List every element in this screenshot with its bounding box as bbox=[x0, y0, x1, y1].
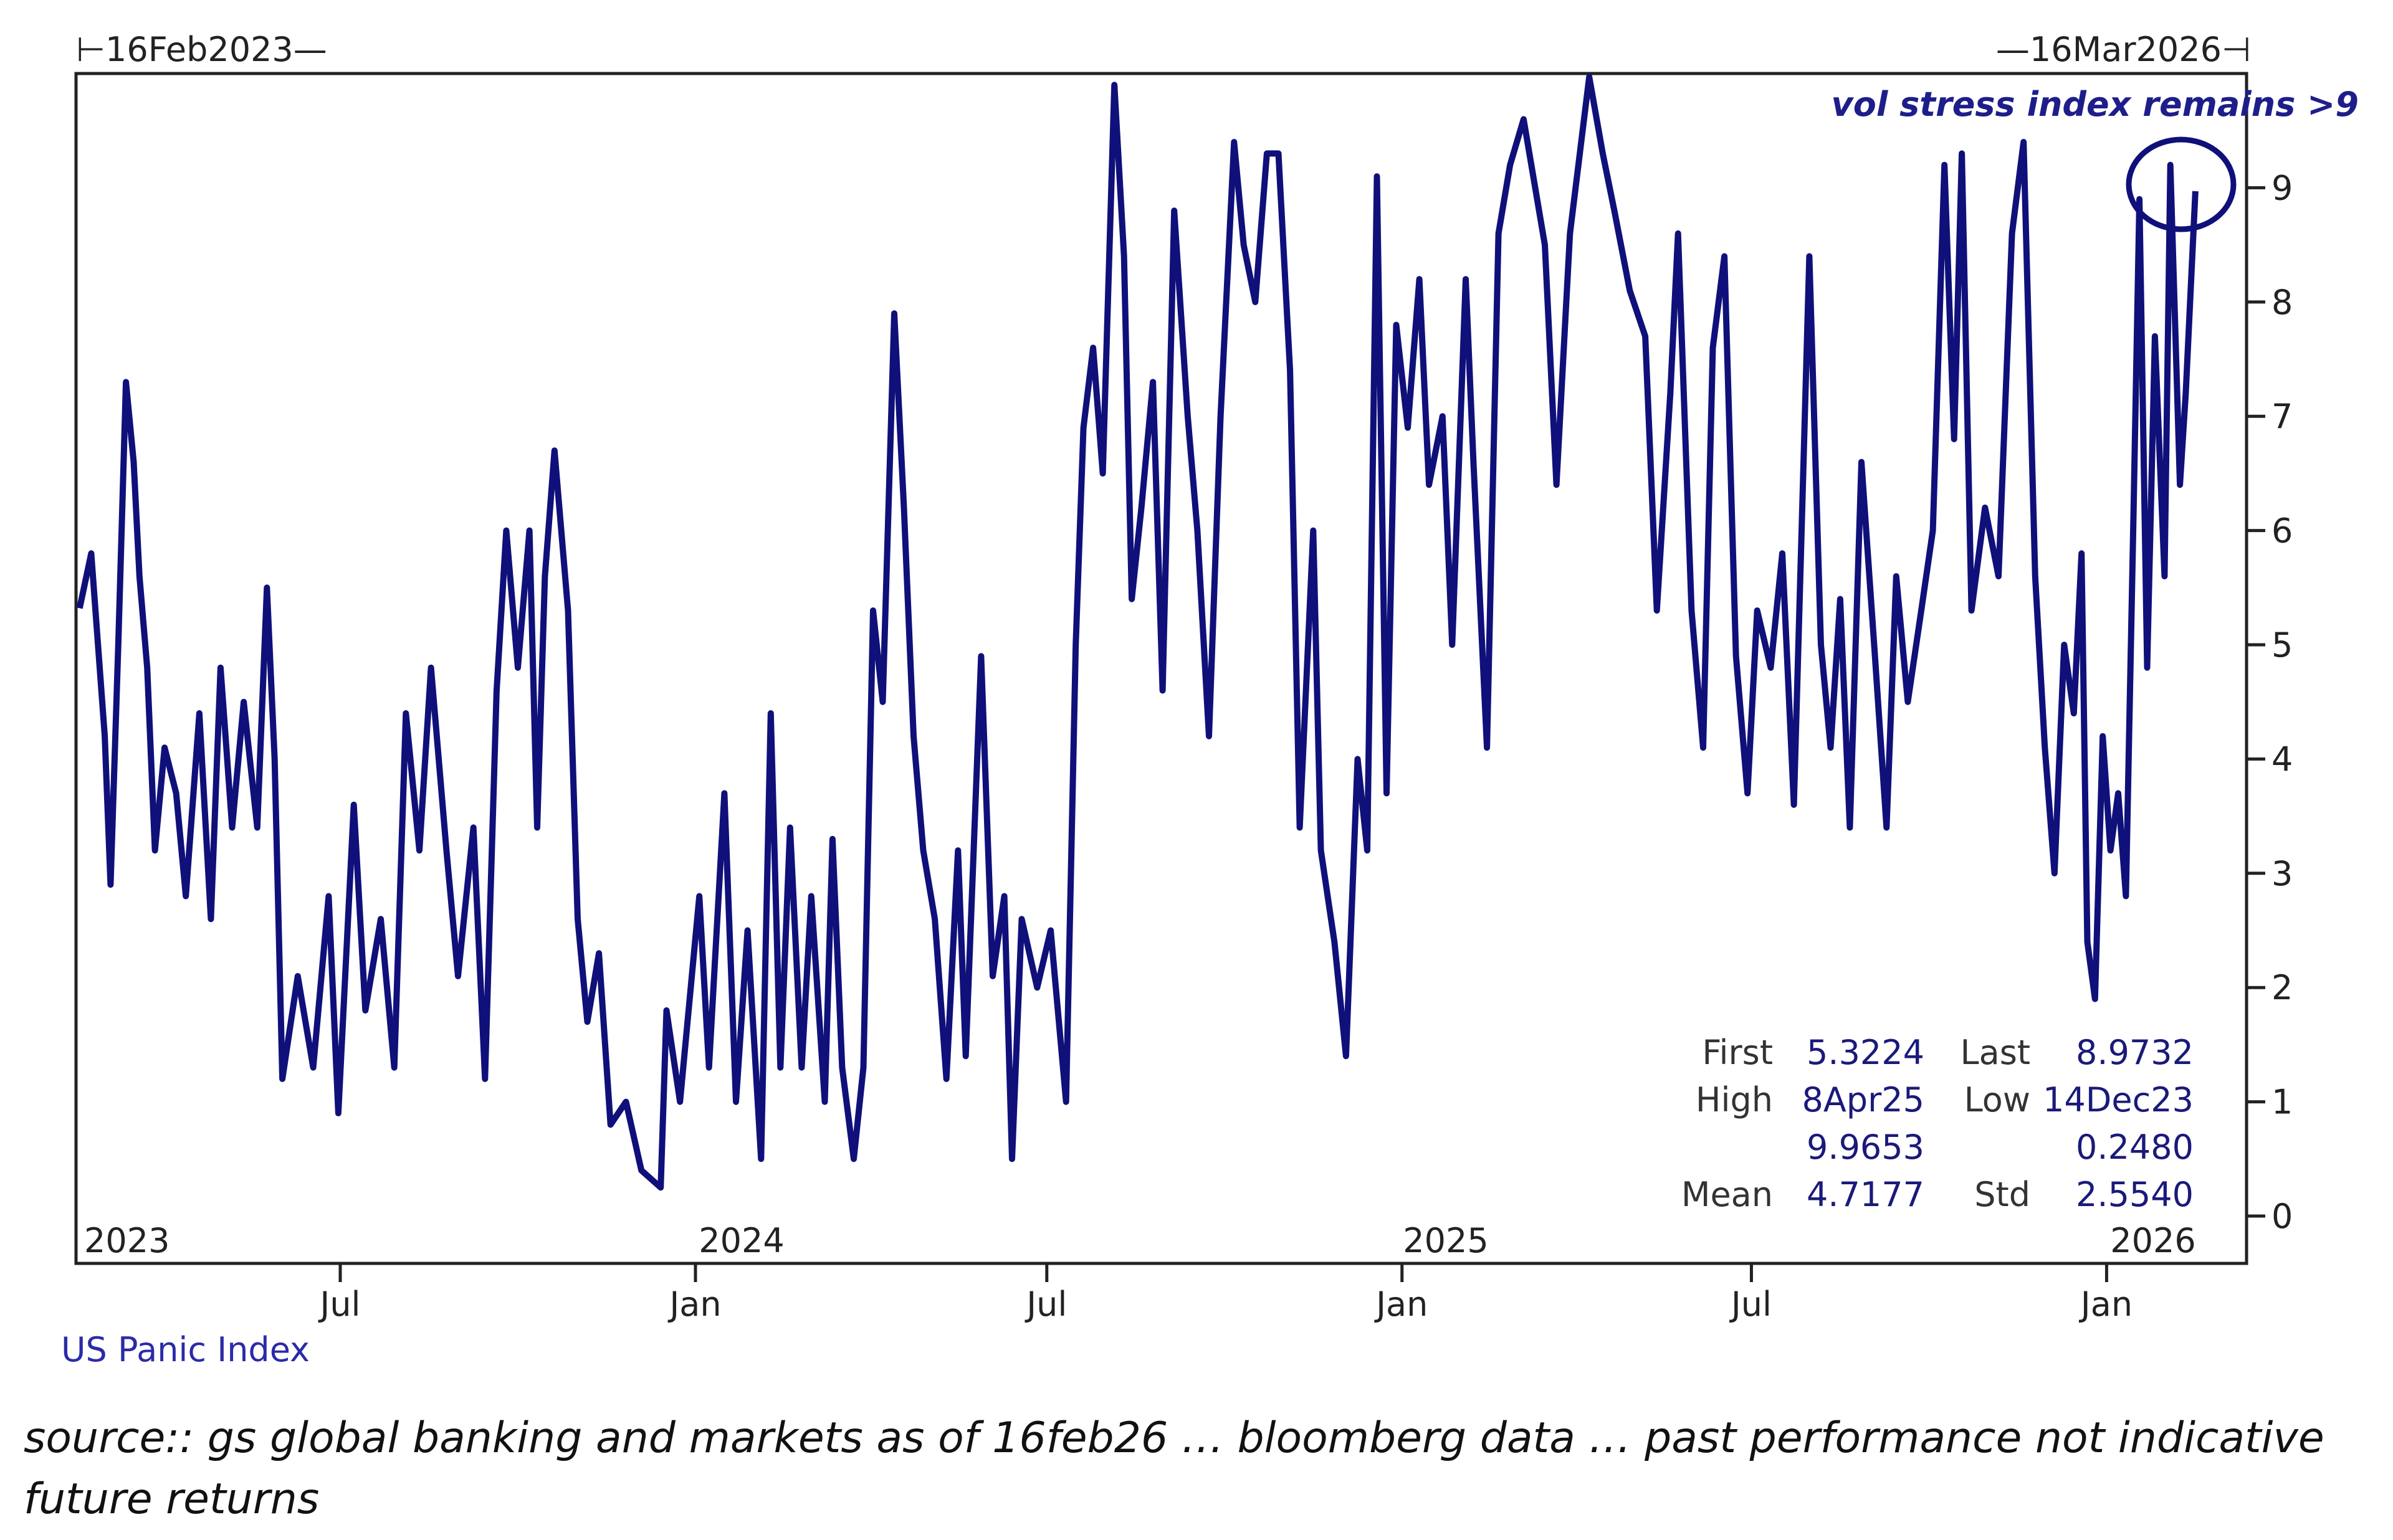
stat-low: 0.2480 bbox=[2076, 1128, 2194, 1167]
y-tick-label: 8 bbox=[2271, 283, 2293, 322]
y-tick-label: 0 bbox=[2271, 1197, 2293, 1236]
y-tick-label: 9 bbox=[2271, 168, 2293, 207]
x-tick-label: Jul bbox=[318, 1285, 360, 1324]
x-tick-label: Jan bbox=[2079, 1285, 2133, 1324]
series-line-us-panic-index bbox=[76, 74, 2199, 1191]
stat-first-label: First bbox=[1702, 1033, 1773, 1072]
stat-high-label: High bbox=[1696, 1080, 1773, 1119]
source-note: source:: gs global banking and markets a… bbox=[24, 1414, 2324, 1524]
range-start-label: ⊢16Feb2023— bbox=[76, 30, 327, 69]
year-label: 2024 bbox=[699, 1221, 784, 1260]
legend-entry: US Panic Index bbox=[61, 1330, 310, 1369]
stat-mean: 4.7177 bbox=[1807, 1175, 1924, 1214]
highlight-circle bbox=[2126, 136, 2237, 232]
stat-high: 9.9653 bbox=[1807, 1128, 1924, 1167]
y-tick-label: 1 bbox=[2271, 1083, 2293, 1122]
x-tick-label: Jul bbox=[1729, 1285, 1772, 1324]
y-tick-label: 3 bbox=[2271, 854, 2293, 893]
x-tick-label: Jan bbox=[667, 1285, 721, 1324]
y-tick-label: 4 bbox=[2271, 739, 2293, 779]
year-label: 2025 bbox=[1403, 1221, 1488, 1260]
range-end-label: —16Mar2026⊣ bbox=[1996, 30, 2251, 69]
plot-frame bbox=[74, 72, 2248, 1265]
x-tick-label: Jan bbox=[1374, 1285, 1428, 1324]
stat-low-label: Low bbox=[1964, 1080, 2030, 1119]
stat-first: 5.3224 bbox=[1807, 1033, 1924, 1072]
x-axis: Jul Jan Jul Jan Jul Jan bbox=[318, 1263, 2133, 1324]
stat-last: 8.9732 bbox=[2076, 1033, 2194, 1072]
stat-low-date: 14Dec23 bbox=[2043, 1080, 2194, 1119]
annotation-text: vol stress index remains >9 bbox=[1832, 85, 2359, 124]
y-axis: 0 1 2 3 4 5 6 7 8 9 bbox=[2247, 168, 2293, 1236]
stat-high-date: 8Apr25 bbox=[1802, 1080, 1925, 1119]
x-tick-label: Jul bbox=[1025, 1285, 1067, 1324]
year-label: 2023 bbox=[84, 1221, 170, 1260]
y-tick-label: 5 bbox=[2271, 625, 2293, 665]
stat-std: 2.5540 bbox=[2076, 1175, 2194, 1214]
stat-std-label: Std bbox=[1974, 1175, 2030, 1214]
y-tick-label: 2 bbox=[2271, 968, 2293, 1007]
y-tick-label: 6 bbox=[2271, 511, 2293, 551]
year-labels: 2023 2024 2025 2026 bbox=[84, 1221, 2196, 1260]
stat-mean-label: Mean bbox=[1681, 1175, 1773, 1214]
stats-box: First 5.3224 Last 8.9732 High 8Apr25 Low… bbox=[1681, 1033, 2194, 1214]
y-tick-label: 7 bbox=[2271, 397, 2293, 436]
stat-last-label: Last bbox=[1961, 1033, 2030, 1072]
year-label: 2026 bbox=[2110, 1221, 2195, 1260]
